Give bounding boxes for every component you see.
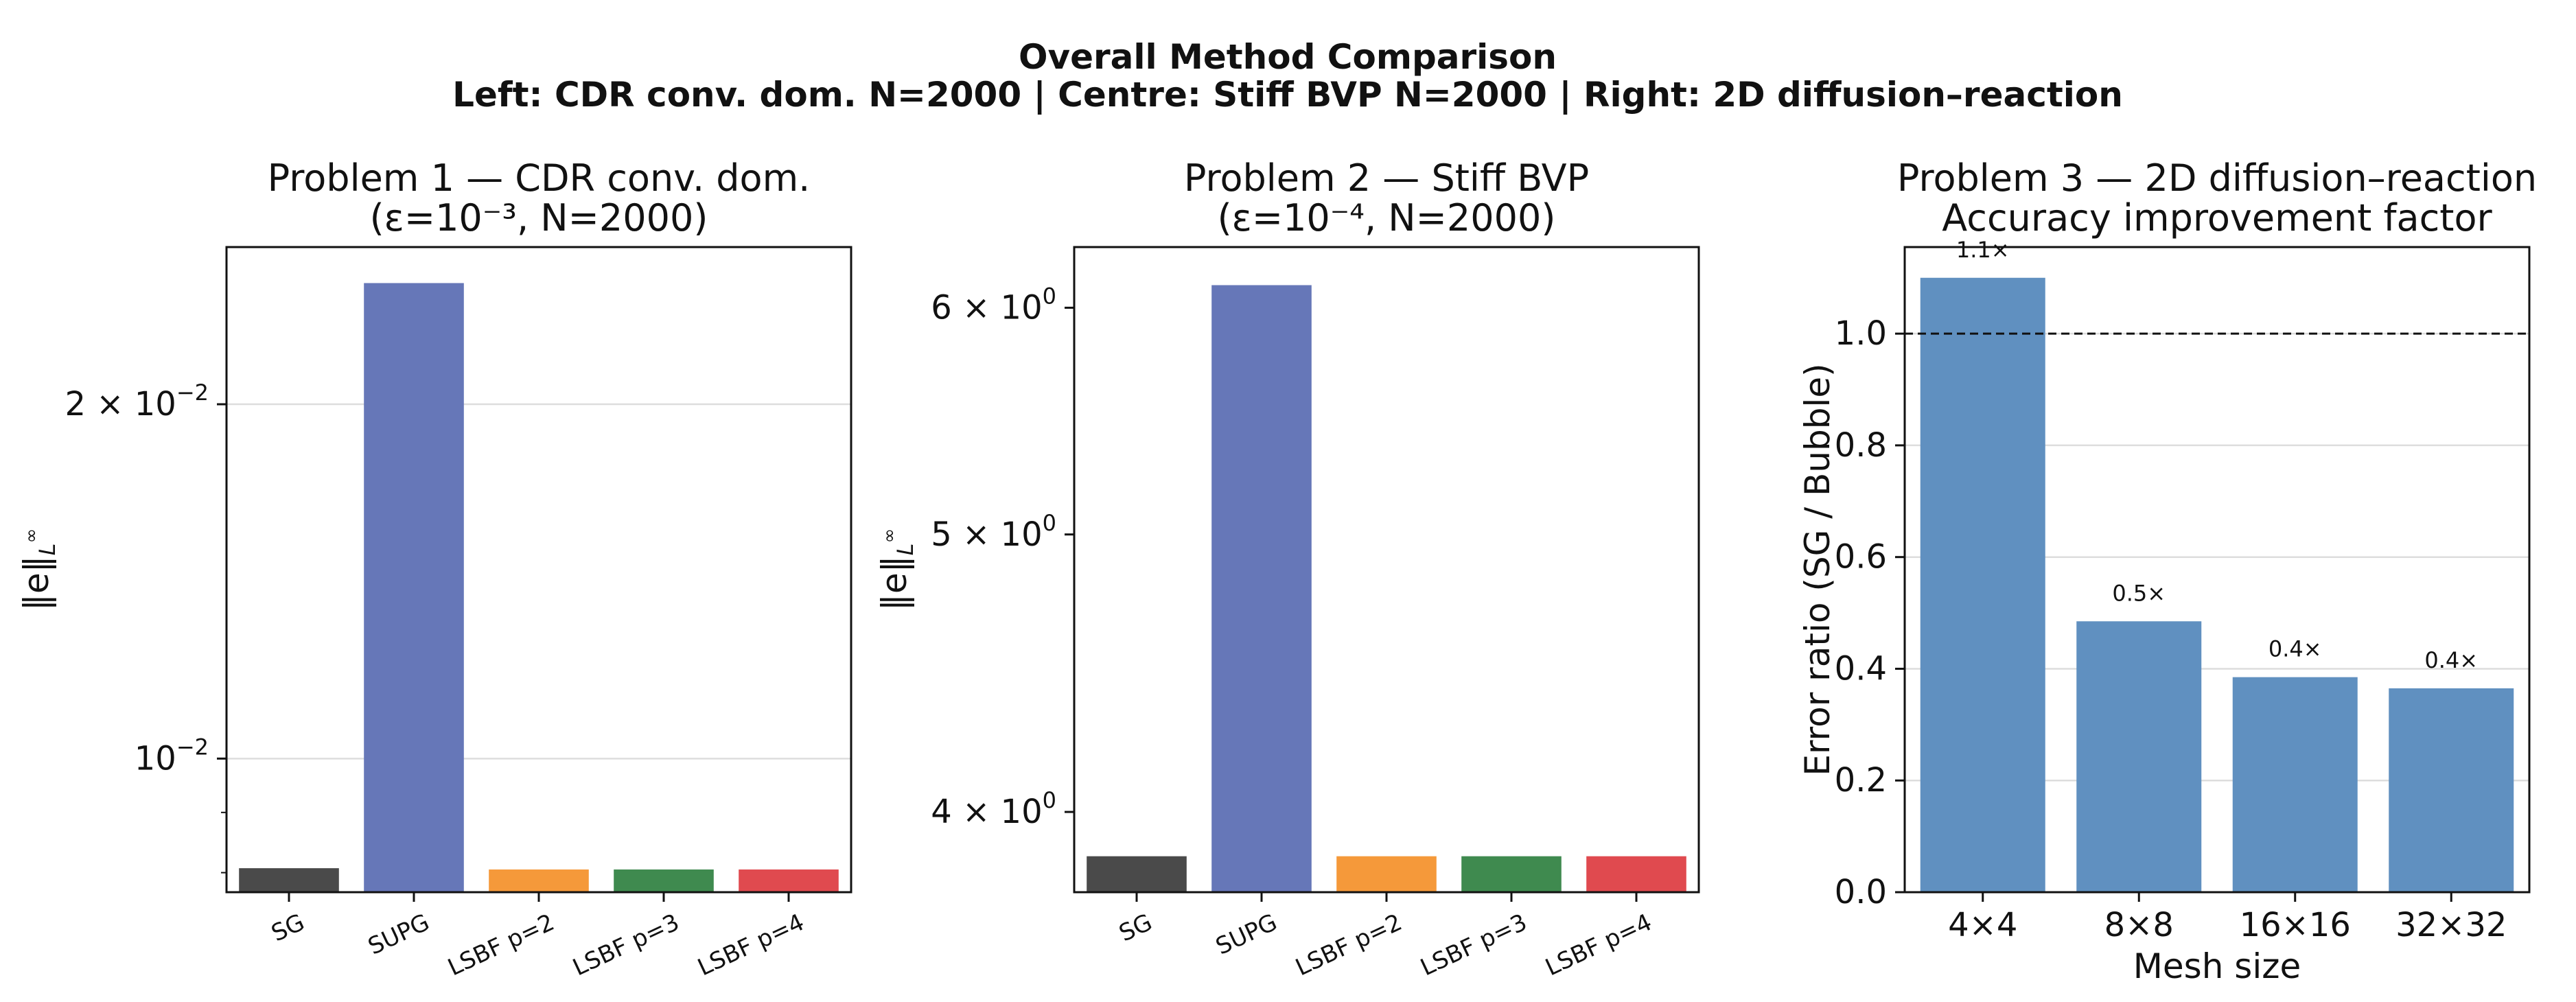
panel-title-line2: (ε=10⁻⁴, N=2000) (1218, 196, 1556, 240)
panel-title: Problem 2 — Stiff BVP (1184, 156, 1589, 200)
chart-panel-1: Problem 1 — CDR conv. dom.(ε=10⁻³, N=200… (16, 156, 852, 981)
panel-title: Problem 1 — CDR conv. dom. (268, 156, 811, 200)
y-axis-label: Error ratio (SG / Bubble) (1798, 363, 1837, 776)
y-tick-label: 0.6 (1835, 538, 1887, 576)
bar (1211, 285, 1312, 892)
y-tick-label: 4 × 100 (931, 787, 1056, 831)
bar (239, 868, 339, 892)
figure-title: Overall Method Comparison (1019, 37, 1557, 77)
x-tick-label: LSBF p=2 (444, 909, 559, 981)
plot-frame (225, 246, 852, 894)
panel-title-line2: Accuracy improvement factor (1942, 196, 2492, 240)
x-axis-label: Mesh size (2133, 946, 2301, 986)
bar (614, 869, 714, 892)
x-tick-label: 4×4 (1948, 906, 2017, 944)
bar (1087, 856, 1187, 892)
y-axis-label: ‖e‖L∞ (874, 528, 918, 611)
bar (739, 869, 839, 892)
y-tick-label: 6 × 100 (931, 283, 1056, 327)
y-tick-label: 0.4 (1835, 649, 1887, 688)
x-tick-label: SG (267, 909, 308, 948)
x-tick-label: LSBF p=4 (694, 909, 809, 981)
x-tick-label: LSBF p=3 (569, 909, 684, 981)
bar-data-label: 0.4× (2424, 647, 2478, 673)
bar (1586, 856, 1686, 892)
x-tick-label: 8×8 (2104, 906, 2174, 944)
y-tick-label: 2 × 10−2 (65, 380, 209, 423)
x-tick-label: 32×32 (2395, 906, 2507, 944)
y-tick-label: 0.2 (1835, 761, 1887, 800)
x-tick-label: SUPG (1211, 909, 1281, 961)
plot-frame (1903, 246, 2531, 894)
figure-subtitle: Left: CDR conv. dom. N=2000 | Centre: St… (452, 75, 2123, 115)
plot-frame (1073, 246, 1700, 894)
bar (1461, 856, 1562, 892)
chart-panel-2: Problem 2 — Stiff BVP(ε=10⁻⁴, N=2000) 6 ×… (874, 156, 1700, 981)
bar (2076, 621, 2202, 892)
x-tick-label: LSBF p=4 (1542, 909, 1656, 981)
x-tick-label: SG (1115, 909, 1156, 948)
bar (364, 283, 464, 892)
panel-title: Problem 3 — 2D diffusion–reaction (1897, 156, 2537, 200)
bar-data-label: 1.1× (1956, 237, 2010, 263)
chart-panel-3: Problem 3 — 2D diffusion–reactionAccurac… (1798, 156, 2537, 986)
y-tick-label: 0.0 (1835, 873, 1887, 911)
y-tick-label: 10−2 (135, 734, 209, 778)
bar (1336, 856, 1437, 892)
bar-data-label: 0.4× (2268, 636, 2322, 662)
bar (489, 869, 589, 892)
x-tick-label: SUPG (364, 909, 433, 961)
y-axis-label: ‖e‖L∞ (16, 528, 60, 611)
y-tick-label: 0.8 (1835, 426, 1887, 465)
x-tick-label: 16×16 (2240, 906, 2351, 944)
panel-title-line2: (ε=10⁻³, N=2000) (370, 196, 708, 240)
bar-data-label: 0.5× (2112, 580, 2166, 606)
y-tick-label: 1.0 (1835, 314, 1887, 353)
bar (1920, 277, 2045, 892)
x-tick-label: LSBF p=3 (1417, 909, 1531, 981)
panels: Problem 1 — CDR conv. dom.(ε=10⁻³, N=200… (16, 156, 2537, 986)
bar (2232, 677, 2358, 892)
y-tick-label: 5 × 100 (931, 510, 1056, 554)
x-tick-label: LSBF p=2 (1292, 909, 1406, 981)
bar (2389, 688, 2514, 892)
